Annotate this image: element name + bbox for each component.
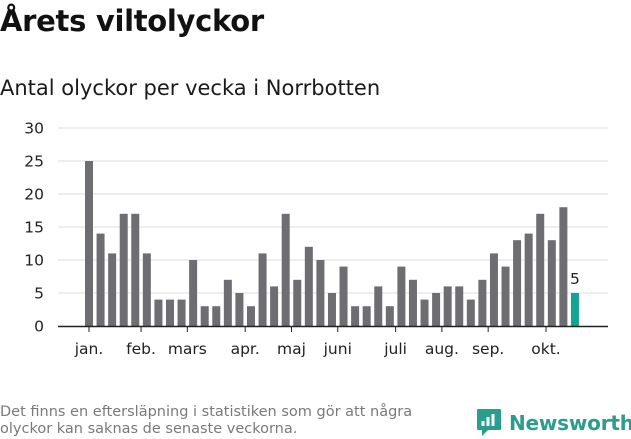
brand-name: Newsworthy [509,411,631,435]
bar [304,246,313,326]
bar [547,240,556,326]
y-tick-label: 30 [24,120,44,138]
bar [85,161,93,326]
bar [189,260,198,326]
y-tick-label: 5 [34,285,44,303]
bar [119,213,128,326]
bar-current-week [570,293,579,326]
footnote: Det finns en eftersläpning i statistiken… [0,404,413,437]
bar [293,279,302,326]
newsworthy-logo-icon [477,409,501,436]
bar [489,253,498,326]
bar [316,260,325,326]
bar [351,306,360,326]
bar [154,299,163,326]
bar [432,293,441,326]
x-tick-label-month: aug. [425,340,459,358]
bar [246,306,255,326]
y-tick-label: 20 [24,186,44,204]
bar [281,213,290,326]
bar [501,266,510,326]
bar [223,279,232,326]
bar [96,233,105,326]
bar [108,253,117,326]
data-label-current-week: 5 [570,270,580,288]
x-tick-label-month: apr. [231,340,260,358]
bar [408,279,417,326]
bar [339,266,348,326]
x-tick-label-month: jan. [74,340,104,358]
bar [559,207,568,326]
bar [212,306,221,326]
x-tick-label-month: okt. [531,340,560,358]
bar [327,293,336,326]
bar [524,233,533,326]
x-tick-label-month: sep. [472,340,504,358]
bar [420,299,429,326]
bar [165,299,174,326]
bar [443,286,452,326]
x-tick-label-month: feb. [126,340,156,358]
bar-chart: 0 5 10 15 20 25 30 5 jan. feb. mars apr. maj juni juli… [24,120,608,358]
bar [258,253,267,326]
bar [374,286,383,326]
bar [235,293,244,326]
x-tick-label-month: mars [168,340,207,358]
bar [455,286,464,326]
bar [131,213,140,326]
bar [177,299,186,326]
bar [513,240,522,326]
chart-subtitle: Antal olyckor per vecka i Norrbotten [0,76,381,100]
bar [200,306,209,326]
y-tick-label: 25 [24,153,44,171]
x-tick-label-month: juni [323,340,352,358]
bar [142,253,151,326]
bar [362,306,371,326]
bar [466,299,475,326]
bar [397,266,406,326]
bar [478,279,487,326]
chart-title: Årets viltolyckor [0,4,264,38]
brand-logo[interactable]: Newsworthy [476,408,631,438]
y-tick-label: 0 [34,318,44,336]
bar [385,306,394,326]
y-tick-label: 15 [24,219,44,237]
bar [270,286,279,326]
x-tick-label-month: juli [383,340,407,358]
x-tick-label-month: maj [277,340,306,358]
y-tick-label: 10 [24,252,44,270]
bar [536,213,545,326]
